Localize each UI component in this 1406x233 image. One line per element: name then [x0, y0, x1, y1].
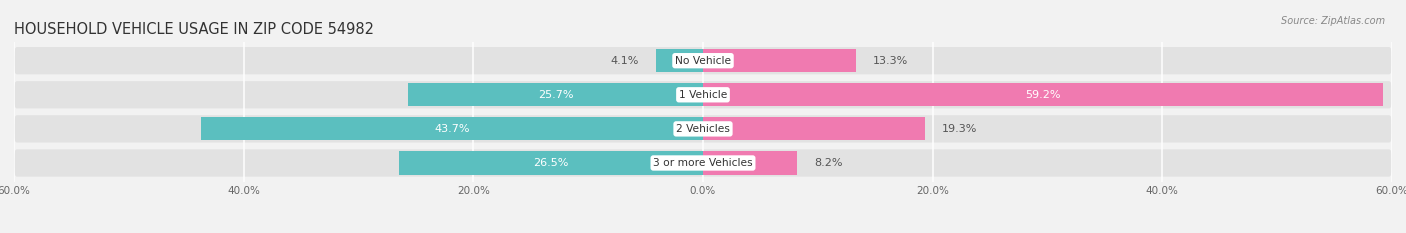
Bar — [703, 49, 856, 72]
Text: 1 Vehicle: 1 Vehicle — [679, 90, 727, 100]
FancyBboxPatch shape — [14, 115, 1392, 143]
FancyBboxPatch shape — [14, 81, 1392, 108]
Text: 2 Vehicles: 2 Vehicles — [676, 124, 730, 134]
Text: 43.7%: 43.7% — [434, 124, 470, 134]
FancyBboxPatch shape — [14, 47, 1392, 74]
Text: 25.7%: 25.7% — [537, 90, 574, 100]
Bar — [399, 151, 703, 175]
Text: 3 or more Vehicles: 3 or more Vehicles — [654, 158, 752, 168]
Text: Source: ZipAtlas.com: Source: ZipAtlas.com — [1281, 16, 1385, 26]
Bar — [657, 49, 703, 72]
FancyBboxPatch shape — [14, 149, 1392, 177]
Bar — [703, 151, 797, 175]
Text: 19.3%: 19.3% — [942, 124, 977, 134]
Text: HOUSEHOLD VEHICLE USAGE IN ZIP CODE 54982: HOUSEHOLD VEHICLE USAGE IN ZIP CODE 5498… — [14, 22, 374, 37]
Text: No Vehicle: No Vehicle — [675, 56, 731, 66]
Text: 26.5%: 26.5% — [533, 158, 568, 168]
Bar — [703, 117, 925, 140]
Bar — [408, 83, 703, 106]
Bar — [201, 117, 703, 140]
Bar — [703, 83, 1382, 106]
Text: 4.1%: 4.1% — [610, 56, 638, 66]
Text: 8.2%: 8.2% — [814, 158, 842, 168]
Text: 59.2%: 59.2% — [1025, 90, 1060, 100]
Text: 13.3%: 13.3% — [873, 56, 908, 66]
